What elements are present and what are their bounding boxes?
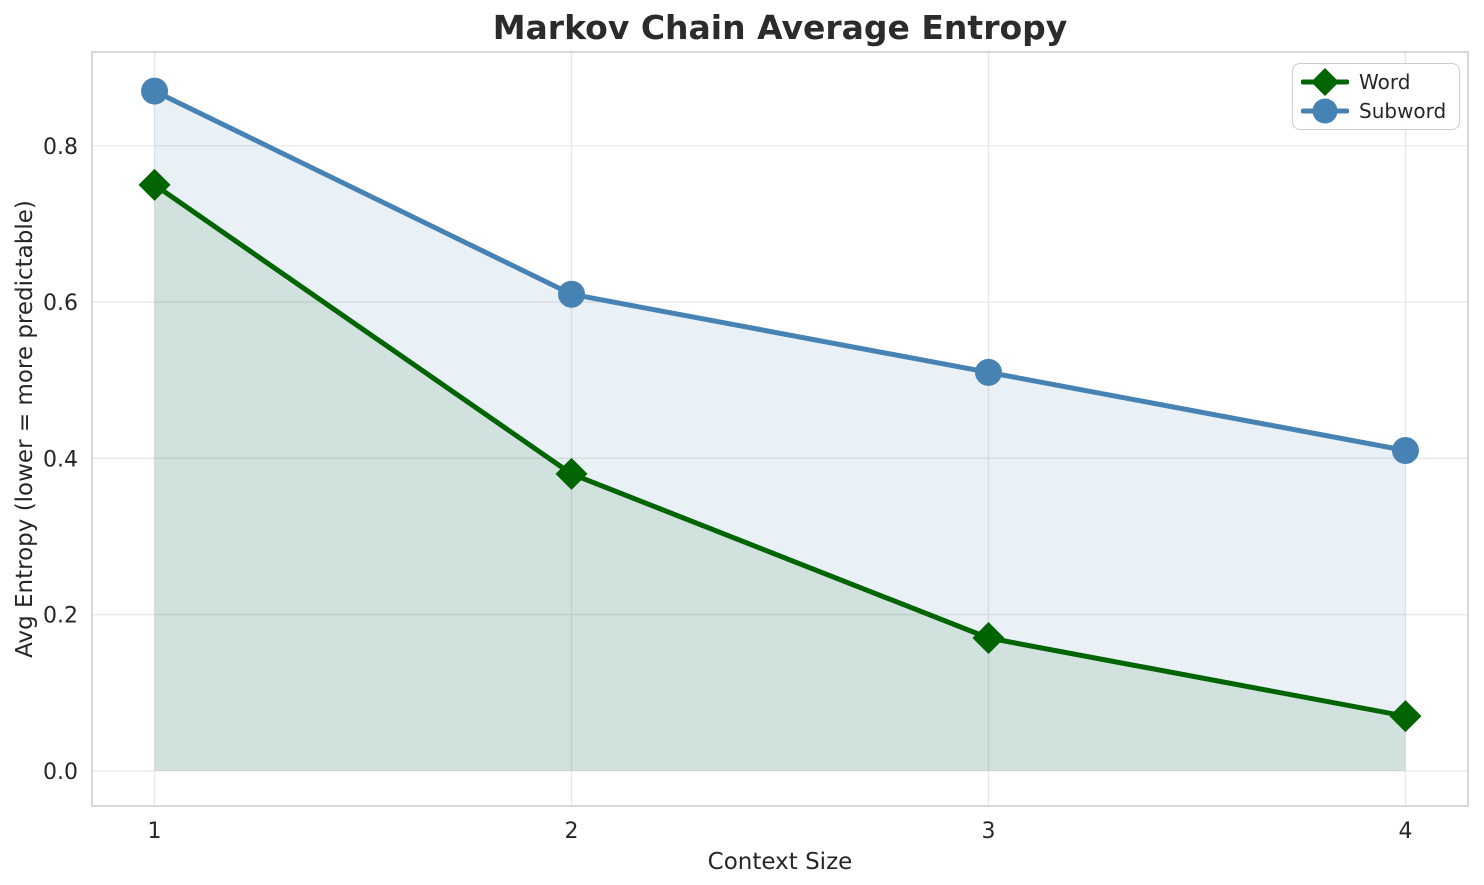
- word-fill-area: [154, 184, 1406, 771]
- legend-label-subword: Subword: [1359, 99, 1447, 123]
- y-axis-label: Avg Entropy (lower = more predictable): [12, 200, 38, 658]
- subword-sample-circle: [1312, 98, 1338, 124]
- subword-fill-area: [154, 91, 1406, 771]
- word-line: [152, 182, 1408, 719]
- subword-marker: [141, 77, 169, 105]
- x-tick-label: 4: [1398, 819, 1412, 844]
- subword-marker: [1391, 436, 1419, 464]
- y-tick-label: 0.8: [43, 135, 78, 160]
- word-marker: [972, 622, 1005, 655]
- legend-label-word: Word: [1359, 70, 1411, 94]
- word-diamond-marker-icon: [1301, 68, 1349, 96]
- subword-marker: [974, 358, 1002, 386]
- subword-line: [152, 88, 1408, 453]
- word-sample-diamond: [1311, 68, 1339, 96]
- x-tick-label: 3: [981, 819, 995, 844]
- y-tick-label: 0.6: [43, 291, 78, 316]
- x-tick-label: 2: [565, 819, 579, 844]
- subword-circle-marker-icon: [1301, 98, 1349, 124]
- chart-title: Markov Chain Average Entropy: [492, 8, 1068, 47]
- subword-marker: [558, 280, 586, 308]
- y-tick-label: 0.2: [43, 604, 78, 629]
- word-marker: [138, 168, 171, 201]
- legend-entry-subword: Subword: [1301, 97, 1451, 125]
- word-marker: [555, 457, 588, 490]
- legend: Word Subword: [1292, 63, 1460, 130]
- x-axis-label: Context Size: [707, 849, 853, 875]
- axes-frame: [91, 51, 1469, 807]
- y-tick-label: 0.0: [43, 760, 78, 785]
- x-tick-label: 1: [148, 819, 162, 844]
- y-tick-label: 0.4: [43, 447, 78, 472]
- legend-entry-word: Word: [1301, 68, 1451, 96]
- word-marker: [1389, 700, 1422, 733]
